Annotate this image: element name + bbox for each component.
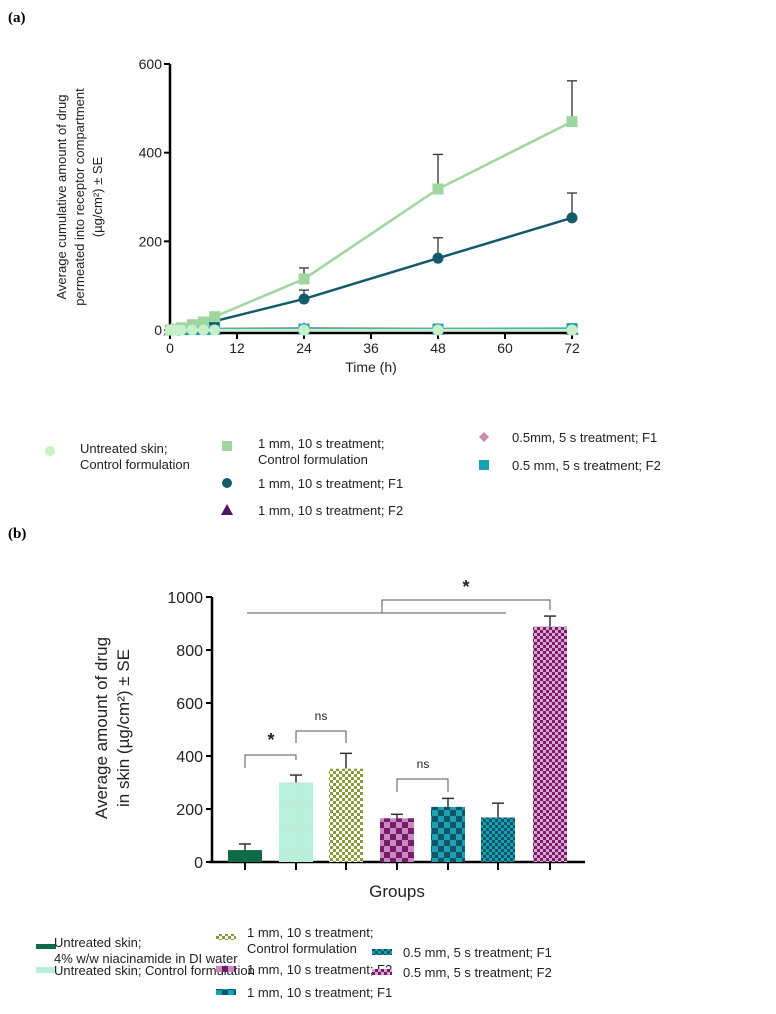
panel-label-a: (a) — [8, 10, 26, 26]
series-line — [169, 120, 573, 332]
legend-marker — [479, 460, 489, 470]
significance-label: ns — [417, 757, 430, 771]
y-tick-label: 200 — [139, 233, 163, 249]
significance-label: * — [462, 577, 469, 597]
significance-bracket — [381, 599, 551, 613]
y-tick-label: 600 — [139, 56, 163, 72]
x-tick-label: 48 — [430, 340, 446, 356]
significance-bracket — [244, 754, 297, 768]
legend-label: Untreated skin; Control formulation — [54, 963, 255, 978]
data-point — [432, 252, 444, 264]
y-tick-label: 0 — [194, 855, 203, 872]
legend-marker — [222, 441, 232, 451]
legend-swatch — [36, 944, 56, 949]
bar — [481, 817, 515, 862]
legend-label: 0.5mm, 5 s treatment; F1 — [512, 430, 657, 445]
x-tick-label: 12 — [229, 340, 245, 356]
legend-swatch — [216, 989, 236, 995]
legend-label: 1 mm, 10 s treatment; — [247, 925, 373, 940]
y-tick-label: 800 — [176, 643, 203, 660]
y-tick-label: 600 — [176, 696, 203, 713]
x-tick-label: 0 — [166, 340, 174, 356]
legend-label: 1 mm, 10 s treatment; — [258, 436, 384, 451]
bar — [329, 768, 363, 862]
legend-marker — [221, 504, 233, 515]
x-axis-label: Groups — [369, 882, 425, 901]
data-point — [198, 316, 209, 328]
x-tick-label: 72 — [564, 340, 580, 356]
bar — [228, 850, 262, 862]
legend-label: 1 mm, 10 s treatment; F1 — [258, 476, 403, 491]
data-point — [198, 324, 209, 336]
y-axis-label: Average amount of drug — [92, 637, 111, 819]
significance-label: ns — [315, 709, 328, 723]
legend-label: 0.5 mm, 5 s treatment; F2 — [403, 965, 552, 980]
y-tick-label: 1000 — [167, 590, 203, 607]
x-tick-label: 60 — [497, 340, 513, 356]
bar — [380, 818, 414, 862]
data-point — [186, 324, 198, 336]
legend-label: Control formulation — [80, 457, 190, 472]
data-point — [432, 324, 444, 336]
legend-label: 4% w/w niacinamide in DI water — [54, 951, 238, 966]
data-point — [566, 116, 578, 128]
legend-marker — [222, 478, 232, 488]
data-point — [209, 311, 221, 323]
data-point — [209, 324, 221, 336]
legend-label: 0.5 mm, 5 s treatment; F1 — [403, 945, 552, 960]
y-tick-label: 400 — [139, 145, 163, 161]
bar — [533, 626, 567, 862]
legend-swatch — [36, 967, 56, 973]
x-tick-label: 36 — [363, 340, 379, 356]
bar — [279, 782, 313, 862]
data-point — [175, 324, 187, 336]
bar — [431, 806, 465, 862]
legend-label: 1 mm, 10 s treatment; F1 — [247, 985, 392, 1000]
data-point — [298, 273, 310, 285]
legend-marker — [45, 446, 55, 456]
x-tick-label: 24 — [296, 340, 312, 356]
legend-label: 1 mm, 10 s treatment; F2 — [247, 962, 392, 977]
data-point — [566, 324, 578, 336]
legend-swatch — [216, 966, 236, 972]
legend-label: Control formulation — [247, 941, 357, 956]
y-tick-label: 400 — [176, 749, 203, 766]
significance-bracket — [396, 778, 449, 792]
significance-label: * — [267, 730, 274, 750]
y-tick-label: 0 — [154, 322, 162, 338]
y-axis-label: in skin (µg/cm²) ± SE — [114, 649, 133, 807]
legend-label: Control formulation — [258, 452, 368, 467]
y-axis-label: Average cumulative amount of drug — [54, 95, 69, 300]
legend-label: Untreated skin; — [54, 935, 141, 950]
x-axis-label: Time (h) — [345, 359, 397, 375]
data-point — [566, 212, 578, 224]
panel-label-b: (b) — [8, 526, 26, 542]
data-point — [298, 293, 310, 305]
legend-label: 1 mm, 10 s treatment; F2 — [258, 503, 403, 518]
data-point — [298, 324, 310, 336]
legend-marker — [479, 432, 489, 442]
legend-swatch — [372, 969, 392, 975]
y-axis-label: (µg/cm²) ± SE — [90, 157, 105, 238]
legend-label: Untreated skin; — [80, 441, 167, 456]
legend-swatch — [216, 934, 236, 940]
y-tick-label: 200 — [176, 802, 203, 819]
data-point — [432, 183, 444, 195]
significance-bracket — [295, 730, 347, 743]
y-axis-label: permeated into receptor compartment — [72, 88, 87, 306]
legend-label: 0.5 mm, 5 s treatment; F2 — [512, 458, 661, 473]
legend-swatch — [372, 949, 392, 955]
